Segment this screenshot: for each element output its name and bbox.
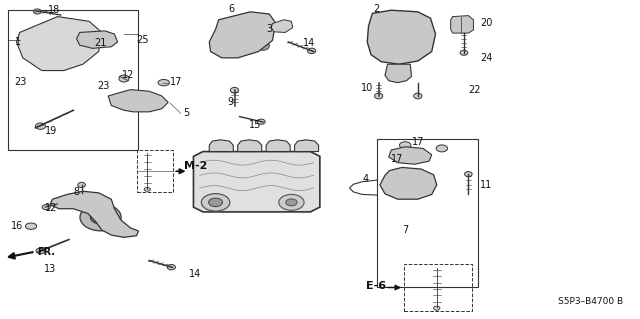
Ellipse shape — [42, 204, 51, 210]
Text: 23: 23 — [15, 77, 27, 87]
Text: 15: 15 — [249, 120, 262, 130]
Text: 6: 6 — [228, 4, 234, 14]
Polygon shape — [17, 17, 102, 70]
Polygon shape — [266, 140, 290, 152]
Bar — [8, 10, 138, 150]
Text: 12: 12 — [45, 203, 58, 213]
Text: 21: 21 — [94, 38, 107, 48]
Ellipse shape — [220, 41, 236, 51]
Text: 14: 14 — [189, 269, 202, 279]
Ellipse shape — [257, 119, 265, 124]
Text: 17: 17 — [391, 154, 404, 165]
Ellipse shape — [90, 211, 111, 224]
Text: E-6: E-6 — [366, 281, 386, 291]
Bar — [377, 139, 478, 286]
Ellipse shape — [413, 93, 422, 99]
Text: 14: 14 — [303, 38, 315, 48]
Ellipse shape — [230, 87, 239, 93]
Ellipse shape — [399, 142, 411, 149]
Ellipse shape — [465, 172, 472, 177]
Ellipse shape — [401, 150, 419, 161]
Ellipse shape — [279, 195, 304, 210]
Polygon shape — [380, 167, 436, 199]
Text: 19: 19 — [45, 126, 57, 136]
Ellipse shape — [209, 198, 223, 207]
Ellipse shape — [434, 306, 440, 310]
Ellipse shape — [308, 48, 316, 54]
Polygon shape — [367, 10, 436, 64]
Text: 13: 13 — [44, 264, 56, 274]
Ellipse shape — [285, 199, 297, 206]
Text: 22: 22 — [468, 85, 481, 95]
Text: 10: 10 — [361, 83, 373, 93]
Polygon shape — [294, 140, 319, 152]
Polygon shape — [271, 20, 292, 33]
Ellipse shape — [388, 27, 415, 47]
Text: 17: 17 — [170, 77, 182, 87]
Ellipse shape — [26, 223, 36, 229]
Ellipse shape — [40, 35, 75, 59]
Text: M-2: M-2 — [184, 161, 207, 171]
Ellipse shape — [399, 178, 418, 190]
Ellipse shape — [96, 214, 105, 220]
Polygon shape — [237, 140, 262, 152]
Polygon shape — [193, 152, 320, 212]
Ellipse shape — [202, 194, 230, 211]
Ellipse shape — [389, 172, 428, 196]
Ellipse shape — [119, 75, 129, 82]
Text: 17: 17 — [412, 137, 424, 147]
Polygon shape — [209, 12, 276, 58]
Polygon shape — [388, 147, 432, 164]
Ellipse shape — [396, 33, 407, 41]
Bar — [136, 150, 173, 192]
Polygon shape — [50, 191, 138, 237]
Bar — [404, 264, 472, 311]
Ellipse shape — [460, 50, 468, 55]
Polygon shape — [108, 90, 168, 112]
Text: 12: 12 — [122, 70, 134, 80]
Text: 7: 7 — [402, 225, 408, 235]
Ellipse shape — [33, 9, 41, 14]
Ellipse shape — [278, 24, 287, 30]
Polygon shape — [451, 16, 474, 33]
Ellipse shape — [436, 145, 447, 152]
Ellipse shape — [50, 41, 65, 52]
Text: 23: 23 — [97, 81, 109, 92]
Ellipse shape — [144, 188, 150, 191]
Text: 16: 16 — [12, 221, 24, 231]
Ellipse shape — [113, 98, 122, 104]
Text: 20: 20 — [480, 18, 492, 28]
Ellipse shape — [78, 182, 85, 188]
Text: S5P3–B4700 B: S5P3–B4700 B — [558, 297, 623, 306]
Text: 18: 18 — [48, 5, 60, 15]
Text: 25: 25 — [136, 35, 149, 45]
Polygon shape — [77, 31, 118, 48]
Text: 4: 4 — [363, 174, 369, 183]
Text: 1: 1 — [15, 37, 20, 47]
Text: 2: 2 — [374, 4, 380, 14]
Text: 8: 8 — [74, 187, 79, 197]
Text: 11: 11 — [480, 180, 492, 190]
Ellipse shape — [153, 98, 162, 105]
Polygon shape — [385, 64, 412, 83]
Text: FR.: FR. — [36, 247, 54, 257]
Ellipse shape — [377, 19, 426, 56]
Ellipse shape — [35, 123, 45, 129]
Ellipse shape — [167, 264, 175, 270]
Polygon shape — [209, 140, 233, 152]
Ellipse shape — [158, 79, 170, 86]
Ellipse shape — [374, 93, 383, 99]
Ellipse shape — [36, 248, 45, 254]
Ellipse shape — [80, 204, 121, 231]
Text: 9: 9 — [227, 97, 233, 107]
Text: 24: 24 — [480, 53, 492, 63]
Text: 3: 3 — [266, 24, 272, 34]
Ellipse shape — [257, 41, 269, 50]
Text: 5: 5 — [182, 108, 189, 118]
